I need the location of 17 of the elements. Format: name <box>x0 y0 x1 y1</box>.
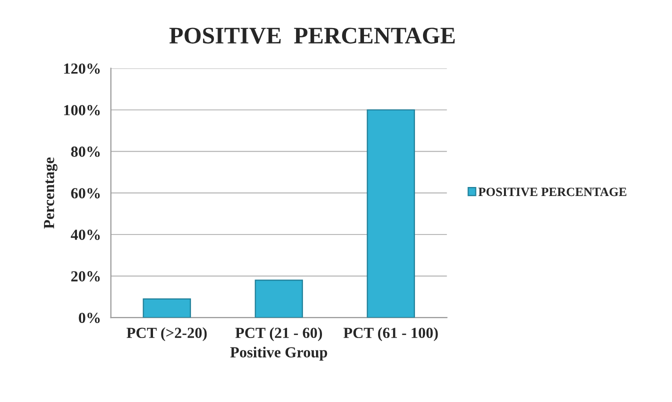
y-tick-label: 80% <box>71 146 100 157</box>
x-axis-title: Positive Group <box>230 346 328 361</box>
x-tick-label: PCT (61 - 100) <box>344 327 438 342</box>
chart-title: POSITIVE PERCENTAGE <box>169 28 455 44</box>
y-tick-label: 100% <box>64 105 100 116</box>
x-tick-label: PCT (21 - 60) <box>235 327 322 342</box>
y-tick-label: 120% <box>64 63 100 74</box>
legend-label: POSITIVE PERCENTAGE <box>478 188 626 196</box>
y-tick-label: 20% <box>71 271 100 282</box>
bar <box>366 109 415 318</box>
bar <box>142 298 191 318</box>
y-axis-title: Percentage <box>44 157 58 229</box>
bar <box>254 280 303 318</box>
x-tick-label: PCT (>2-20) <box>126 327 207 342</box>
y-tick-label: 0% <box>78 312 100 324</box>
y-tick-label: 60% <box>71 188 100 198</box>
y-tick-label: 40% <box>70 230 100 240</box>
